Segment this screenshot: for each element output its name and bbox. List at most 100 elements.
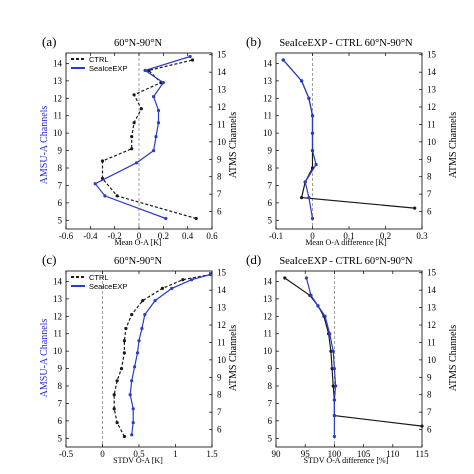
panel-d-frame <box>275 270 423 448</box>
panel-c-ytick-right-label: 7 <box>217 407 222 417</box>
panel-b-ytick-right-label: 15 <box>427 50 437 60</box>
panel-a-xtick-label: -0.6 <box>59 231 74 241</box>
panel-d-xlabel: STDV O-A difference [%] <box>304 456 389 465</box>
panel-d-xtick-label: 95 <box>301 449 311 459</box>
panel-b-ytick-right-label: 6 <box>427 207 432 217</box>
panel-b-series-ctrl-line <box>282 59 415 209</box>
panel-a-series-seaiceexp-point <box>156 108 161 113</box>
panel-d-series-ctrl-line <box>284 277 423 427</box>
panel-a: (a) 60°N-90°N Mean O-A [K] AMSU-A Channe… <box>39 34 239 247</box>
panel-c-series-ctrl-point <box>141 299 145 303</box>
panel-b-xtick-label: 0.2 <box>380 231 391 241</box>
panel-c: (c) 60°N-90°N STDV O-A [K] AMSU-A Channe… <box>39 252 239 465</box>
panel-a-series-seaiceexp-point <box>154 135 158 139</box>
panel-b-ytick-left-label: 12 <box>263 93 272 103</box>
panel-c-series-seaiceexp-point <box>135 351 140 355</box>
panel-d-ytick-left-label: 7 <box>268 398 273 408</box>
panel-c-ytick-left-label: 9 <box>58 364 63 374</box>
panel-c-series-ctrl-point <box>112 393 116 397</box>
panel-b-ylabel-right: ATMS Channels <box>448 112 459 179</box>
panel-c-series-seaiceexp-point <box>143 313 147 317</box>
panel-c-legend-label: CTRL <box>89 273 109 282</box>
panel-c-ylabel-left: AMSU-A Channels <box>39 319 50 398</box>
panel-a-series-ctrl-line <box>101 59 197 220</box>
panel-a-ytick-right-label: 11 <box>217 119 226 129</box>
panel-d-ytick-right-label: 6 <box>427 425 432 435</box>
panel-d-series-exp-point <box>332 434 336 439</box>
panel-d-ytick-right-label: 13 <box>427 303 437 313</box>
panel-a-ylabel-left: AMSU-A Channels <box>39 106 50 185</box>
panel-a-series-ctrl-point <box>130 147 134 151</box>
panel-b-ytick-right-label: 13 <box>427 85 437 95</box>
panel-b-series-exp-point <box>281 58 285 62</box>
panel-c-series-ctrl-point <box>181 278 185 282</box>
panel-c-series-seaiceexp-point <box>130 433 134 437</box>
panel-a-ytick-right-label: 15 <box>217 50 227 60</box>
panel-b-title: SeaIceEXP - CTRL 60°N-90°N <box>279 38 413 49</box>
panel-a-ytick-right-label: 10 <box>217 137 227 147</box>
panel-b-ytick-left-label: 5 <box>268 215 273 225</box>
panel-a-series-ctrl-point <box>132 121 136 125</box>
panel-d-series-exp-point <box>304 276 308 280</box>
panel-c-series-seaiceexp-point <box>153 299 157 303</box>
panel-b-series-exp-point <box>300 79 304 83</box>
panel-a-ytick-right-label: 8 <box>217 172 222 182</box>
panel-a-series-seaiceexp-point <box>188 54 192 59</box>
panel-label-c: (c) <box>42 252 56 267</box>
panel-a-xlabel: Mean O-A [K] <box>114 238 161 247</box>
panel-d-ytick-left-label: 14 <box>263 276 273 286</box>
panel-c-series-seaiceexp-point <box>131 421 135 425</box>
panel-a-series-seaiceexp-point <box>152 149 156 153</box>
panel-c-series-seaiceexp-point <box>133 365 137 369</box>
panel-c-legend-label: SeaIceEXP <box>89 282 127 291</box>
panel-c-series-seaiceexp-point <box>140 326 144 331</box>
panel-c-series-seaiceexp-point <box>130 379 134 383</box>
panel-d-ytick-right-label: 12 <box>427 320 436 330</box>
panel-c-ytick-left-label: 10 <box>53 346 63 356</box>
panel-b-ytick-right-label: 9 <box>427 154 432 164</box>
panel-c-series-ctrl-point <box>119 367 124 371</box>
panel-b-ytick-left-label: 6 <box>268 198 273 208</box>
panel-d-ytick-right-label: 9 <box>427 372 432 382</box>
panel-c-series-seaiceexp-point <box>208 272 213 277</box>
panel-d-series-exp-point <box>332 414 336 418</box>
panel-a-xtick-label: 0.4 <box>182 231 194 241</box>
panel-a-ytick-right-label: 13 <box>217 85 227 95</box>
panel-a-ytick-left-label: 10 <box>53 128 63 138</box>
panel-c-ytick-right-label: 10 <box>217 355 227 365</box>
panel-a-ytick-left-label: 5 <box>58 215 63 225</box>
panel-d-ytick-right-label: 11 <box>427 337 436 347</box>
panel-c-ytick-left-label: 5 <box>58 433 63 443</box>
panel-a-xtick-label: 0 <box>137 231 142 241</box>
panel-d-series-ctrl-point <box>420 424 424 428</box>
panel-c-xtick-label: 1.5 <box>206 449 218 459</box>
panel-c-ytick-left-label: 13 <box>53 294 63 304</box>
panel-d-ytick-left-label: 11 <box>263 329 272 339</box>
panel-a-series-seaiceexp-line <box>94 55 191 220</box>
panel-a-ytick-right-label: 6 <box>217 207 222 217</box>
panel-d-ytick-right-label: 10 <box>427 355 437 365</box>
panel-d-ytick-right-label: 15 <box>427 268 437 278</box>
panel-b-series-ctrl-point <box>300 196 304 200</box>
panel-b-series-exp-line <box>282 59 317 219</box>
panel-c-series-seaiceexp-line <box>129 273 211 435</box>
panel-d-series-ctrl-point <box>329 349 333 353</box>
panel-c-ytick-left-label: 14 <box>53 276 63 286</box>
panel-a-ylabel-right: ATMS Channels <box>228 112 239 179</box>
panel-b-xtick-label: -0.1 <box>269 231 283 241</box>
panel-c-ytick-left-label: 6 <box>58 416 63 426</box>
panel-a-ytick-left-label: 6 <box>58 198 63 208</box>
panel-a-ytick-left-label: 9 <box>58 146 63 156</box>
panel-c-ytick-left-label: 12 <box>53 311 62 321</box>
panel-a-legend-label: CTRL <box>89 55 109 64</box>
panel-c-series-ctrl-point <box>122 351 126 355</box>
panel-a-ytick-left-label: 8 <box>58 163 63 173</box>
panel-b-ytick-left-label: 8 <box>268 163 273 173</box>
panel-a-ytick-left-label: 12 <box>53 93 62 103</box>
panel-d-series-exp-point <box>332 367 336 371</box>
panel-a-ytick-right-label: 7 <box>217 189 222 199</box>
panel-d-ytick-right-label: 14 <box>427 285 437 295</box>
panel-d-xtick-label: 115 <box>415 449 429 459</box>
panel-a-series-seaiceexp-point <box>161 81 165 85</box>
panel-c-ytick-right-label: 6 <box>217 425 222 435</box>
